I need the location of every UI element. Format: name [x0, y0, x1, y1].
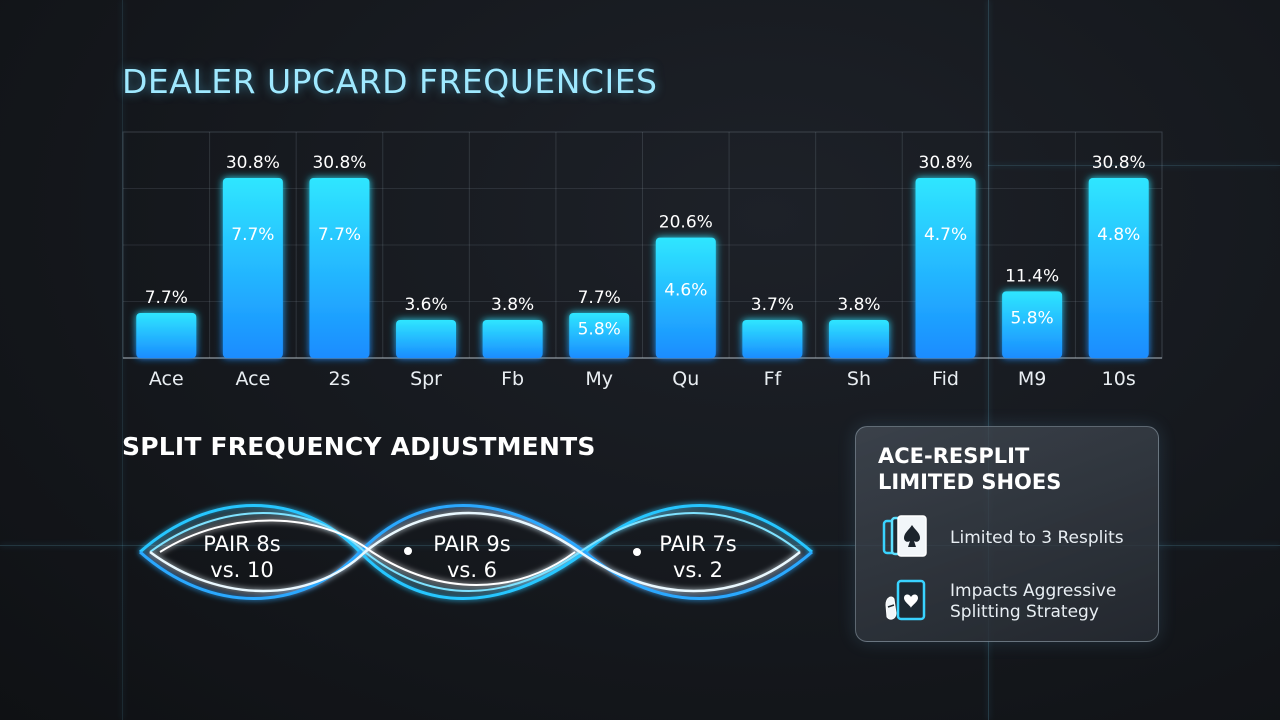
- bar-value-label-1: 7.7%: [145, 288, 188, 308]
- wave-strand-1: [139, 504, 813, 600]
- card-item-text-1: Limited to 3 Resplits: [950, 528, 1124, 549]
- x-tick-label-5: Fb: [501, 368, 524, 390]
- bar-value-label-10: 30.8%: [919, 153, 973, 173]
- glow-line-horizontal-top: [988, 165, 1280, 166]
- bar-value-label-8: 3.7%: [751, 295, 794, 315]
- bar-3: [309, 178, 370, 358]
- bar-value-label-4: 3.6%: [404, 295, 447, 315]
- split-section-title: SPLIT FREQUENCY ADJUSTMENTS: [122, 432, 596, 461]
- bar-12: [1088, 178, 1149, 358]
- bar-value-label-6: 7.7%: [578, 288, 621, 308]
- bar-inner-label-6: 5.8%: [578, 320, 621, 340]
- pair-label-1: PAIR 8s vs. 10: [172, 531, 312, 583]
- bar-inner-label-2: 7.7%: [231, 225, 274, 245]
- card-item-resplits: Limited to 3 Resplits: [878, 511, 1124, 565]
- glow-line-vertical-left: [122, 0, 123, 720]
- x-tick-label-3: 2s: [328, 368, 350, 390]
- bar-11: [1002, 291, 1063, 358]
- bar-1: [136, 313, 197, 358]
- bar-4: [396, 320, 457, 358]
- bar-6: [569, 313, 630, 358]
- card-item-text-2: Impacts Aggressive Splitting Strategy: [950, 581, 1116, 623]
- glow-line-horizontal: [0, 545, 1280, 546]
- bar-value-label-7: 20.6%: [659, 213, 713, 233]
- card-title-line2: LIMITED SHOES: [878, 470, 1062, 494]
- chart-title: DEALER UPCARD FREQUENCIES: [122, 62, 658, 101]
- x-tick-label-1: Ace: [149, 368, 184, 390]
- card-item-2-line1: Impacts Aggressive: [950, 581, 1117, 601]
- x-tick-label-2: Ace: [235, 368, 270, 390]
- pair-2-line2: vs. 6: [446, 558, 498, 582]
- chart-grid: [122, 131, 1163, 359]
- x-tick-label-11: M9: [1018, 368, 1046, 390]
- bar-value-label-3: 30.8%: [312, 153, 366, 173]
- chart-bars: [136, 178, 1149, 358]
- bar-inner-label-11: 5.8%: [1011, 308, 1054, 328]
- card-item-2-line2: Splitting Strategy: [950, 602, 1099, 622]
- x-tick-label-12: 10s: [1102, 368, 1136, 390]
- bar-value-label-5: 3.8%: [491, 295, 534, 315]
- bar-value-label-2: 30.8%: [226, 153, 280, 173]
- x-tick-label-9: Sh: [847, 368, 871, 390]
- hand-cards-icon: [885, 579, 926, 621]
- card-title: ACE-RESPLIT LIMITED SHOES: [878, 443, 1061, 495]
- card-item-1-line1: Limited to 3 Resplits: [950, 527, 1124, 548]
- wave-node-2: [633, 548, 641, 556]
- bar-5: [482, 320, 543, 358]
- x-tick-label-4: Spr: [410, 368, 442, 390]
- wave-node-1: [404, 547, 412, 555]
- bar-inner-label-3: 7.7%: [318, 225, 361, 245]
- bar-8: [742, 320, 803, 358]
- bar-chart: 7.7% Ace 30.8% 7.7% Ace 30.8% 7.7% 2s 3.6% Spr 3.8…: [122, 131, 1163, 390]
- bar-inner-label-10: 4.7%: [924, 225, 967, 245]
- pair-label-3: PAIR 7s vs. 2: [628, 531, 768, 583]
- bar-2: [222, 178, 283, 358]
- pair-3-line1: PAIR 7s: [659, 532, 737, 556]
- wave-strand-4: [149, 511, 801, 593]
- pair-2-line1: PAIR 9s: [433, 532, 511, 556]
- x-tick-label-7: Qu: [672, 368, 699, 390]
- wave-strand-5: [159, 519, 576, 586]
- card-title-line1: ACE-RESPLIT: [878, 444, 1030, 468]
- bar-value-label-9: 3.8%: [837, 295, 880, 315]
- bar-9: [828, 320, 889, 358]
- bar-value-label-12: 30.8%: [1092, 153, 1146, 173]
- playing-cards-icon: [882, 515, 927, 557]
- card-item-strategy: Impacts Aggressive Splitting Strategy: [878, 575, 1116, 629]
- pair-1-line1: PAIR 8s: [203, 532, 281, 556]
- pair-1-line2: vs. 10: [210, 558, 274, 582]
- bar-inner-label-12: 4.8%: [1097, 225, 1140, 245]
- pair-3-line2: vs. 2: [672, 558, 724, 582]
- bar-value-label-11: 11.4%: [1005, 266, 1059, 286]
- chart-labels: 7.7% Ace 30.8% 7.7% Ace 30.8% 7.7% 2s 3.6% Spr 3.8…: [145, 153, 1146, 390]
- ace-resplit-card: ACE-RESPLIT LIMITED SHOES Limited to 3 R…: [855, 426, 1159, 642]
- glow-line-vertical-right: [988, 0, 989, 720]
- x-tick-label-6: My: [585, 368, 613, 390]
- bar-10: [915, 178, 976, 358]
- x-tick-label-8: Ff: [764, 368, 783, 390]
- wave-strand-3: [149, 512, 801, 592]
- bar-7: [655, 237, 716, 358]
- bar-inner-label-7: 4.6%: [664, 280, 707, 300]
- x-tick-label-10: Fid: [932, 368, 959, 390]
- pair-label-2: PAIR 9s vs. 6: [402, 531, 542, 583]
- wave-strand-2: [139, 504, 813, 600]
